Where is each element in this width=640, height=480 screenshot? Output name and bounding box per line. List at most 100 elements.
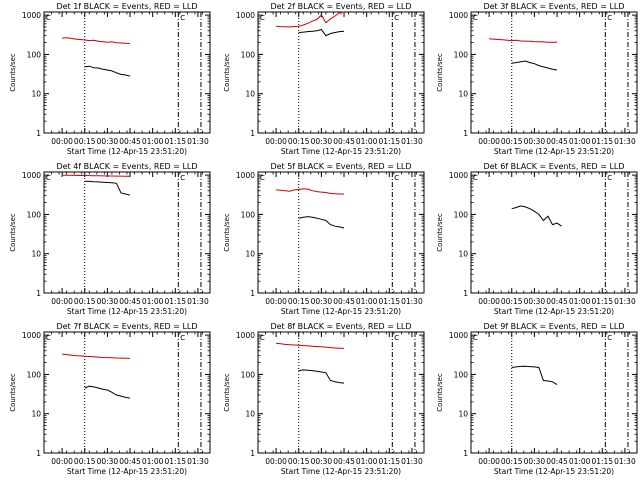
y-tick-label: 10 (458, 250, 468, 259)
x-axis-label: Start Time (12-Apr-15 23:51:20) (494, 307, 614, 316)
detector-panel: Det 8f BLACK = Events, RED = LLD 1 10 100 10… (223, 322, 425, 476)
x-tick-label: 00:15 (501, 457, 523, 466)
x-tick-label: 01:15 (164, 137, 186, 146)
y-tick-label: 100 (454, 210, 469, 219)
y-tick-label: 10 (458, 410, 468, 419)
panel-title: Det 4f BLACK = Events, RED = LLD (56, 162, 197, 171)
corner-mark-right: C (607, 334, 612, 342)
series-line-events (511, 205, 562, 227)
x-tick-label: 01:15 (591, 297, 613, 306)
x-tick-label: 00:30 (97, 137, 119, 146)
x-tick-label: 00:45 (546, 137, 568, 146)
x-tick-label: 00:00 (51, 457, 73, 466)
y-tick-label: 1 (36, 129, 41, 138)
corner-mark-left: C (260, 174, 265, 182)
y-tick-label: 10 (245, 250, 255, 259)
x-tick-label: 00:15 (288, 137, 310, 146)
x-tick-label: 01:00 (356, 137, 378, 146)
y-tick-label: 100 (454, 370, 469, 379)
y-tick-label: 1000 (22, 331, 41, 340)
plot-frame (470, 331, 638, 454)
x-axis-label: Start Time (12-Apr-15 23:51:20) (67, 467, 187, 476)
x-tick-label: 01:30 (187, 137, 209, 146)
y-tick-label: 1 (463, 289, 468, 298)
x-axis-label: Start Time (12-Apr-15 23:51:20) (67, 147, 187, 156)
x-axis-label: Start Time (12-Apr-15 23:51:20) (281, 467, 401, 476)
x-tick-label: 00:15 (74, 137, 96, 146)
y-tick-label: 10 (31, 90, 41, 99)
x-tick-label: 00:00 (265, 137, 287, 146)
corner-mark-left: C (46, 14, 51, 22)
x-tick-label: 01:15 (164, 297, 186, 306)
x-tick-label: 00:45 (119, 137, 141, 146)
y-tick-label: 1000 (449, 171, 468, 180)
x-tick-label: 00:00 (478, 457, 500, 466)
detector-panel: Det 1f BLACK = Events, RED = LLD 1 10 100 10… (9, 2, 211, 156)
panel-title: Det 1f BLACK = Events, RED = LLD (56, 2, 197, 11)
series-line-lld (276, 342, 345, 349)
corner-mark-right: C (394, 174, 399, 182)
y-tick-label: 100 (241, 50, 256, 59)
corner-mark-left: C (473, 174, 478, 182)
x-tick-label: 00:30 (311, 457, 333, 466)
y-tick-label: 10 (31, 250, 41, 259)
detector-panel: Det 4f BLACK = Events, RED = LLD 1 10 100 10… (9, 162, 211, 316)
detector-panel: Det 2f BLACK = Events, RED = LLD 1 10 100 10… (223, 2, 425, 156)
x-tick-label: 01:30 (187, 297, 209, 306)
plot-frame (43, 331, 211, 454)
x-tick-label: 00:30 (524, 297, 546, 306)
y-tick-label: 1 (463, 449, 468, 458)
detector-panel: Det 6f BLACK = Events, RED = LLD 1 10 100 10… (436, 162, 638, 316)
corner-mark-right: C (394, 334, 399, 342)
x-tick-label: 00:00 (265, 297, 287, 306)
y-tick-label: 10 (31, 410, 41, 419)
x-tick-label: 00:15 (74, 457, 96, 466)
corner-mark-left: C (473, 334, 478, 342)
x-tick-label: 01:00 (142, 297, 164, 306)
y-axis-label: Counts/sec (436, 373, 444, 412)
x-tick-label: 01:00 (356, 457, 378, 466)
x-tick-label: 01:00 (142, 137, 164, 146)
x-axis-label: Start Time (12-Apr-15 23:51:20) (67, 307, 187, 316)
x-tick-label: 01:15 (378, 457, 400, 466)
plot-frame (43, 171, 211, 294)
x-tick-label: 00:30 (524, 137, 546, 146)
x-tick-label: 00:45 (546, 297, 568, 306)
y-tick-label: 1000 (236, 11, 255, 20)
x-axis-label: Start Time (12-Apr-15 23:51:20) (494, 467, 614, 476)
series-line-lld (489, 38, 557, 43)
x-tick-label: 00:00 (51, 297, 73, 306)
x-tick-label: 00:30 (524, 457, 546, 466)
detector-panel: Det 9f BLACK = Events, RED = LLD 1 10 100 10… (436, 322, 638, 476)
corner-mark-left: C (260, 334, 265, 342)
corner-mark-right: C (180, 14, 185, 22)
y-tick-label: 1000 (449, 11, 468, 20)
y-tick-label: 100 (27, 370, 42, 379)
x-tick-label: 00:45 (546, 457, 568, 466)
x-tick-label: 01:00 (569, 457, 591, 466)
x-tick-label: 01:30 (614, 297, 636, 306)
x-tick-label: 01:00 (569, 137, 591, 146)
corner-mark-left: C (46, 334, 51, 342)
x-tick-label: 00:45 (119, 457, 141, 466)
x-tick-label: 00:30 (311, 297, 333, 306)
panel-title: Det 3f BLACK = Events, RED = LLD (483, 2, 624, 11)
x-tick-label: 01:30 (401, 457, 423, 466)
corner-mark-right: C (607, 14, 612, 22)
x-tick-label: 00:00 (51, 137, 73, 146)
x-tick-label: 01:15 (591, 137, 613, 146)
plot-frame (257, 331, 425, 454)
series-line-events (298, 369, 345, 384)
corner-mark-right: C (607, 174, 612, 182)
series-line-lld (276, 188, 344, 195)
x-axis-label: Start Time (12-Apr-15 23:51:20) (494, 147, 614, 156)
x-tick-label: 00:00 (478, 137, 500, 146)
x-axis-label: Start Time (12-Apr-15 23:51:20) (281, 307, 401, 316)
x-tick-label: 00:45 (333, 457, 355, 466)
series-line-lld (62, 353, 131, 359)
y-tick-label: 1 (36, 449, 41, 458)
y-tick-label: 10 (245, 90, 255, 99)
panel-title: Det 7f BLACK = Events, RED = LLD (56, 322, 197, 331)
series-line-events (511, 365, 558, 386)
x-tick-label: 00:00 (478, 297, 500, 306)
